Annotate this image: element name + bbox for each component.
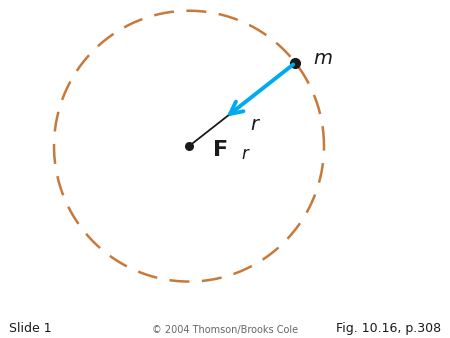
Text: $r$: $r$ xyxy=(242,145,251,164)
Text: r: r xyxy=(250,115,258,134)
Text: $\mathbf{F}$: $\mathbf{F}$ xyxy=(212,140,227,161)
Text: Slide 1: Slide 1 xyxy=(9,322,52,335)
Text: m: m xyxy=(313,49,333,68)
Text: © 2004 Thomson/Brooks Cole: © 2004 Thomson/Brooks Cole xyxy=(152,324,298,335)
Text: Fig. 10.16, p.308: Fig. 10.16, p.308 xyxy=(336,322,441,335)
